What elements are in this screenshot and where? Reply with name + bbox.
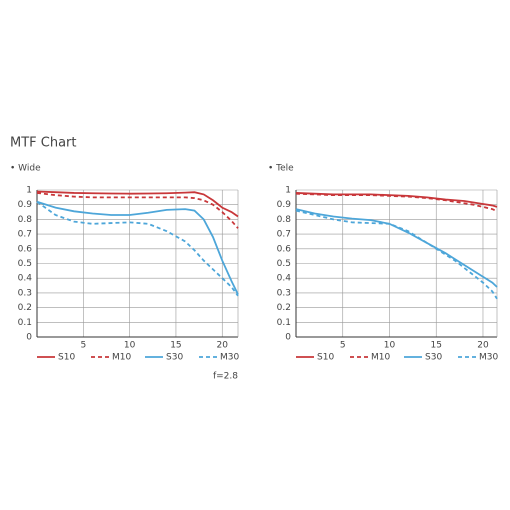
legend-label: M30 [220, 353, 239, 363]
y-tick-label: 0.8 [277, 215, 292, 225]
legend-label: M10 [371, 353, 390, 363]
mtf-line [36, 190, 239, 218]
y-tick-label: 1 [26, 186, 32, 196]
y-tick-label: 0.6 [18, 244, 33, 254]
y-tick-label: 0.3 [277, 288, 291, 298]
y-tick-label: 1 [285, 186, 291, 196]
x-tick-label: 5 [80, 341, 86, 351]
y-tick-label: 0 [285, 333, 291, 343]
legend-label: S30 [166, 353, 183, 363]
y-tick-label: 0.6 [277, 244, 292, 254]
x-tick-label: 20 [477, 341, 489, 351]
y-tick-label: 0.9 [277, 200, 292, 210]
y-tick-label: 0.7 [277, 230, 291, 240]
y-tick-label: 0.1 [277, 318, 291, 328]
legend-label: S10 [58, 353, 75, 363]
mtf-line [295, 209, 498, 300]
mtf-line [295, 192, 498, 213]
y-tick-label: 0.2 [18, 303, 32, 313]
y-tick-label: 0.5 [18, 259, 32, 269]
subtitle: • Tele [268, 164, 294, 174]
y-tick-label: 0.8 [18, 215, 33, 225]
legend-label: M10 [112, 353, 131, 363]
legend-label: S30 [425, 353, 442, 363]
y-tick-label: 0.3 [18, 288, 32, 298]
page-title: MTF Chart [10, 136, 77, 151]
y-tick-label: 0.4 [18, 274, 33, 284]
x-tick-label: 15 [170, 341, 181, 351]
x-tick-label: 5 [340, 341, 346, 351]
x-tick-label: 10 [384, 341, 396, 351]
mtf-line [36, 201, 239, 297]
y-tick-label: 0 [26, 333, 32, 343]
legend-label: S10 [317, 353, 334, 363]
y-tick-label: 0.9 [18, 200, 33, 210]
subtitle: • Wide [10, 164, 41, 174]
annotation: f=2.8 [213, 372, 238, 382]
x-tick-label: 10 [124, 341, 136, 351]
y-tick-label: 0.5 [277, 259, 291, 269]
mtf-line [36, 200, 239, 295]
x-tick-label: 20 [217, 341, 229, 351]
y-tick-label: 0.1 [18, 318, 32, 328]
mtf-line [36, 192, 239, 229]
y-tick-label: 0.4 [277, 274, 292, 284]
y-tick-label: 0.2 [277, 303, 291, 313]
y-tick-label: 0.7 [18, 230, 32, 240]
mtf-line [295, 208, 498, 288]
legend-label: M30 [479, 353, 498, 363]
x-tick-label: 15 [431, 341, 442, 351]
